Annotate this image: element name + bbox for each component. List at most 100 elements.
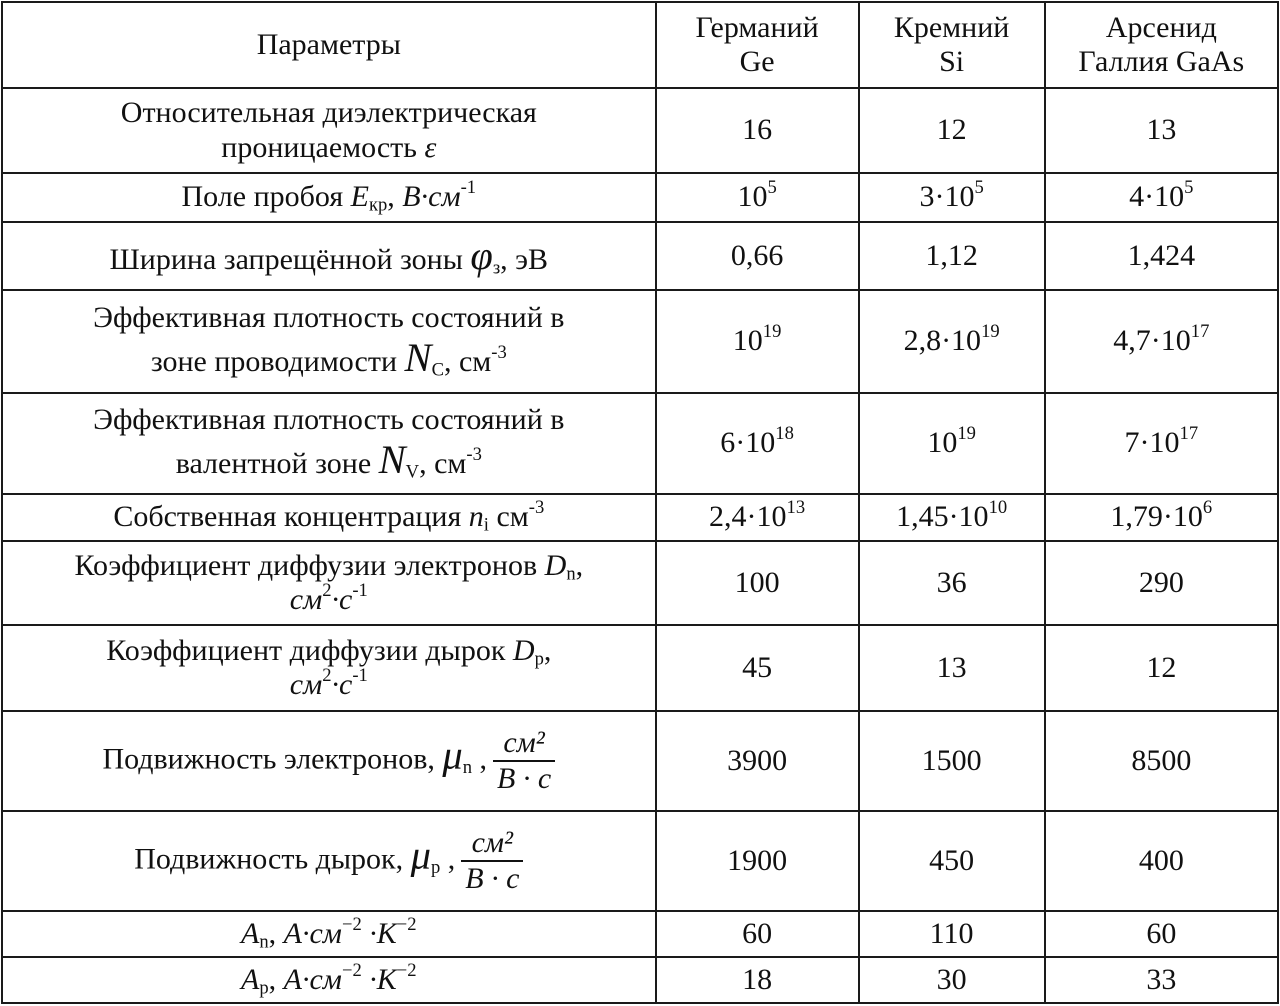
text-fragment: 3·10 [919, 180, 975, 214]
value-cell: 1019 [654, 289, 860, 394]
fraction-denominator: B · c [497, 762, 552, 795]
italic-symbol: E [350, 180, 369, 214]
parameter-cell: Подвижность дырок, μp , см² B · c [1, 810, 657, 912]
value-cell: 36 [857, 540, 1046, 626]
text-fragment: Ширина запрещённой зоны [109, 242, 471, 276]
text-fragment: 1,45·10 [896, 500, 989, 534]
text-fragment: , [575, 548, 584, 582]
italic-symbol: см [289, 583, 323, 616]
parameter-cell: Коэффициент диффузии электронов Dn, см2·с… [1, 540, 657, 626]
math-symbol: φ [470, 232, 493, 278]
italic-symbol: A·см [283, 916, 342, 950]
header-text: Параметры [256, 27, 401, 61]
value-cell: 8500 [1043, 710, 1280, 812]
table-row: An, A·см−2 ·K−2 60 110 60 [1, 910, 1280, 958]
text-fragment: Коэффициент диффузии электронов [74, 548, 545, 582]
text-fragment: 1,12 [925, 238, 978, 272]
text-fragment: Подвижность электронов, [102, 741, 443, 775]
fraction-denominator: B · c [465, 862, 520, 895]
italic-symbol: ε [424, 130, 437, 164]
math-symbol: N [378, 437, 406, 483]
value-cell: 1900 [654, 810, 860, 912]
text-fragment: 33 [1146, 962, 1177, 996]
value-cell: 30 [857, 956, 1046, 1004]
value-cell: 45 [654, 624, 860, 712]
subscript: n [259, 931, 269, 953]
value-cell: 2,4·1013 [654, 493, 860, 542]
value-cell: 3·105 [857, 172, 1046, 223]
text-fragment: 18 [742, 962, 773, 996]
table-row: Эффективная плотность состояний в валентн… [1, 392, 1280, 495]
subscript: p [430, 856, 441, 878]
table-row: Подвижность электронов, μn , см² B · c 3900… [1, 710, 1280, 812]
table-row: Собственная концентрация ni см-3 2,4·1013… [1, 493, 1280, 542]
value-cell: 18 [654, 956, 860, 1004]
text-fragment: 12 [1146, 650, 1177, 684]
value-cell: 450 [857, 810, 1046, 912]
superscript: -3 [528, 497, 545, 519]
value-cell: 110 [857, 910, 1046, 958]
text-fragment: 12 [936, 113, 967, 147]
value-cell: 6·1018 [654, 392, 860, 495]
text-fragment: 100 [734, 565, 780, 599]
text-fragment: , [472, 741, 488, 775]
unit-fraction: см² B · c [493, 726, 556, 797]
value-cell: 3900 [654, 710, 860, 812]
text-fragment: 4·10 [1129, 180, 1185, 214]
italic-symbol: ·K [361, 962, 397, 996]
subscript: n [462, 756, 473, 778]
table-row: Относительная диэлектрическая проницаемос… [1, 87, 1280, 174]
parameter-cell: Коэффициент диффузии дырок Dp, см2·с-1 [1, 624, 657, 712]
text-fragment: 450 [929, 843, 975, 877]
text-fragment: 16 [742, 113, 773, 147]
text-fragment: , см [443, 345, 492, 379]
text-fragment: Собственная концентрация [113, 500, 469, 534]
superscript: 13 [786, 497, 806, 519]
text-fragment: 1,424 [1127, 238, 1196, 272]
parameter-cell: Эффективная плотность состояний в зоне пр… [1, 289, 657, 394]
text-fragment: 400 [1138, 843, 1184, 877]
parameter-cell: Собственная концентрация ni см-3 [1, 493, 657, 542]
text-fragment: валентной зоне [175, 447, 379, 481]
text-fragment: , [440, 841, 456, 875]
superscript: 19 [957, 423, 976, 445]
subscript: V [405, 462, 420, 484]
text-fragment: 7·10 [1124, 426, 1180, 460]
superscript: 2 [322, 579, 332, 601]
subscript: кр [368, 194, 388, 216]
text-fragment: , эВ [500, 242, 549, 276]
math-symbol: N [404, 335, 432, 381]
value-cell: 1,45·1010 [857, 493, 1046, 542]
header-text: Арсенид [1105, 10, 1217, 44]
italic-symbol: A [241, 916, 260, 950]
value-cell: 1,12 [857, 221, 1046, 291]
text-fragment: , [268, 916, 284, 950]
subscript: C [431, 360, 444, 382]
value-cell: 100 [654, 540, 860, 626]
subscript: p [534, 648, 544, 670]
italic-symbol: ·с [331, 668, 353, 701]
superscript: -3 [466, 444, 482, 466]
unit-fraction: см² B · c [461, 826, 524, 897]
table-row: Коэффициент диффузии электронов Dn, см2·с… [1, 540, 1280, 626]
superscript: 5 [1184, 177, 1194, 199]
text-fragment: 110 [929, 916, 974, 950]
text-fragment: 0,66 [730, 238, 784, 272]
text-fragment: 1,79·10 [1110, 500, 1203, 534]
superscript: 5 [767, 177, 777, 199]
parameter-cell: An, A·см−2 ·K−2 [1, 910, 657, 958]
value-cell: 13 [857, 624, 1046, 712]
subscript: i [483, 514, 489, 536]
text-fragment: 1500 [921, 743, 982, 777]
superscript: -1 [352, 579, 368, 601]
value-cell: 4·105 [1043, 172, 1280, 223]
text-fragment: 10 [737, 180, 768, 214]
italic-symbol: A [241, 962, 260, 996]
value-cell: 290 [1043, 540, 1280, 626]
text-fragment: , [387, 180, 403, 214]
header-text: Галлия GaAs [1078, 45, 1245, 78]
value-cell: 12 [857, 87, 1046, 174]
superscript: -1 [352, 664, 368, 686]
parameter-cell: Ap, A·см−2 ·K−2 [1, 956, 657, 1004]
